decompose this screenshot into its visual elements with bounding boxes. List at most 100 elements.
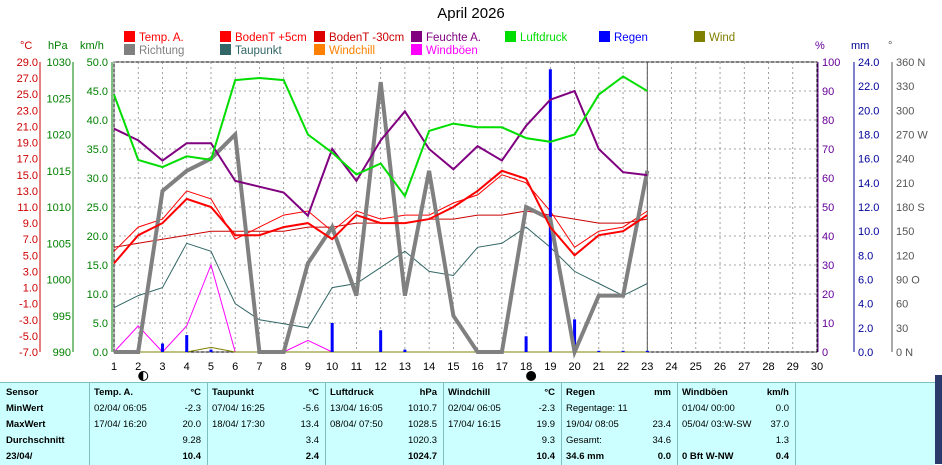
stats-cell-label: 13/04/ 16:05: [330, 403, 383, 414]
x-tick-label: 21: [593, 361, 605, 373]
y-axis-rain-tick: 8.0: [858, 250, 873, 262]
legend-label: Temp. A.: [139, 32, 184, 44]
x-tick-label: 8: [281, 361, 287, 373]
stats-cell-value: mm: [654, 387, 671, 398]
stats-cell-label: Windchill: [448, 387, 491, 398]
stats-cell-value: 9.3: [541, 435, 555, 446]
axis-head-direction: °: [888, 40, 893, 52]
axis-head-pressure: hPa: [48, 40, 68, 52]
stats-cell-value: 13.4: [300, 419, 320, 430]
stats-cell-label: Windböen: [682, 387, 728, 398]
legend-item-feuchte-a-: Feuchte A.: [411, 31, 481, 44]
legend-label: Wind: [709, 32, 736, 44]
y-axis-direction-tick: 300: [896, 105, 914, 117]
x-tick-label: 26: [714, 361, 726, 373]
stats-row: 02/04/ 06:05 -2.3: [444, 401, 561, 417]
y-axis-rain-tick: 24.0: [858, 57, 879, 69]
stats-column: Windchill °C 02/04/ 06:05 -2.3 17/04/ 16:15 1…: [444, 383, 562, 465]
rain-bar: [185, 335, 189, 352]
moon-quarter-shade: [138, 371, 144, 381]
stats-row: 10.4: [444, 449, 561, 465]
y-axis-direction-tick: 360 N: [896, 57, 925, 69]
y-axis-direction-tick: 90 O: [896, 275, 920, 287]
stats-cell-value: 2.4: [305, 451, 319, 462]
y-axis-humidity-tick: 0: [822, 347, 828, 359]
stats-column: Temp. A. °C 02/04/ 06:05 -2.3 17/04/ 16:20 20…: [90, 383, 208, 465]
x-tick-label: 1: [111, 361, 117, 373]
axis-head-wind: km/h: [80, 40, 104, 52]
stats-header-row: Sensor: [0, 385, 89, 401]
rain-bar: [160, 343, 164, 352]
legend-item-regen: Regen: [599, 31, 648, 44]
y-axis-wind-tick: 35.0: [87, 144, 108, 156]
x-tick-label: 5: [208, 361, 214, 373]
stats-cell-label: 02/04/ 06:05: [448, 403, 501, 414]
y-axis-pressure-tick: 1030: [47, 57, 71, 69]
y-axis-temp-tick: 29.0: [17, 57, 38, 69]
stats-cell-value: 34.6: [652, 435, 672, 446]
stats-row: 1024.7: [326, 449, 443, 465]
stats-cell-label: 08/04/ 07:50: [330, 419, 383, 430]
y-axis-pressure-tick: 1015: [47, 166, 71, 178]
stats-row: 9.3: [444, 433, 561, 449]
stats-cell-value: 0.4: [775, 451, 789, 462]
legend-item-windb-en: Windböen: [411, 44, 478, 57]
y-axis-pressure-tick: 1005: [47, 238, 71, 250]
stats-cell-label: 02/04/ 06:05: [94, 403, 147, 414]
x-tick-label: 4: [184, 361, 190, 373]
stats-cell-value: 23.4: [652, 419, 672, 430]
legend-swatch: [411, 31, 422, 42]
legend-swatch: [411, 44, 422, 55]
stats-cell-label: 17/04/ 16:15: [448, 419, 501, 430]
stats-row: 10.4: [90, 449, 207, 465]
y-axis-humidity-tick: 50: [822, 202, 834, 214]
y-axis-pressure-tick: 1000: [47, 275, 71, 287]
rain-bar: [403, 349, 407, 352]
stats-row: 18/04/ 17:30 13.4: [208, 417, 325, 433]
legend-label: Feuchte A.: [426, 32, 481, 44]
y-axis-humidity-tick: 80: [822, 115, 834, 127]
stats-row: 08/04/ 07:50 1028.5: [326, 417, 443, 433]
y-axis-rain-tick: 0.0: [858, 347, 873, 359]
y-axis-temp-tick: 13.0: [17, 186, 38, 198]
rain-bar: [597, 350, 601, 352]
stats-row: 23/04/: [0, 449, 89, 465]
y-axis-rain-tick: 20.0: [858, 105, 879, 117]
stats-cell-value: 10.4: [182, 451, 202, 462]
x-tick-label: 3: [159, 361, 165, 373]
y-axis-temp-tick: 11.0: [17, 202, 38, 214]
axis-head-temp: °C: [20, 40, 33, 52]
series-line-richtung: [114, 81, 650, 359]
legend-label: Taupunkt: [235, 45, 282, 57]
y-axis-wind-tick: 45.0: [87, 86, 108, 98]
stats-row: Durchschnitt: [0, 433, 89, 449]
x-tick-label: 13: [399, 361, 411, 373]
series-line-feuchte-a-: [113, 89, 648, 218]
stats-row: 34.6 mm 0.0: [562, 449, 677, 465]
stats-cell-value: 9.28: [182, 435, 202, 446]
stats-cell-value: 10.4: [536, 451, 556, 462]
rain-bar: [573, 319, 577, 352]
axes-layer: 1 2 3 4 5 6 7 8 9 10 11 12 13 14 15 16 17 18 19 20 21 22 23 24 2…: [17, 57, 928, 381]
stats-row: 0 Bft W-NW 0.4: [678, 449, 795, 465]
y-axis-humidity-tick: 90: [822, 86, 834, 98]
y-axis-humidity-tick: 40: [822, 231, 834, 243]
weather-chart: 1 2 3 4 5 6 7 8 9 10 11 12 13 14 15 16 17 18 19 20 21 22 23 24 2…: [17, 57, 928, 381]
stats-row: 1.3: [678, 433, 795, 449]
stats-row: MaxWert: [0, 417, 89, 433]
y-axis-temp-tick: 9.0: [23, 218, 38, 230]
chart-title: April 2026: [437, 5, 505, 22]
legend-swatch: [694, 31, 705, 42]
y-axis-rain-tick: 16.0: [858, 154, 879, 166]
stats-cell-label: Gesamt:: [566, 435, 602, 446]
stats-row: 1020.3: [326, 433, 443, 449]
y-axis-wind-tick: 10.0: [87, 289, 108, 301]
x-tick-label: 6: [232, 361, 238, 373]
y-axis-temp-tick: 3.0: [23, 266, 38, 278]
legend-swatch: [314, 31, 325, 42]
y-axis-pressure-tick: 990: [53, 347, 71, 359]
y-axis-humidity-tick: 100: [822, 57, 840, 69]
x-tick-label: 30: [811, 361, 823, 373]
legend-item-taupunkt: Taupunkt: [220, 44, 282, 57]
stats-cell-label: Regentage: 11: [566, 403, 628, 414]
